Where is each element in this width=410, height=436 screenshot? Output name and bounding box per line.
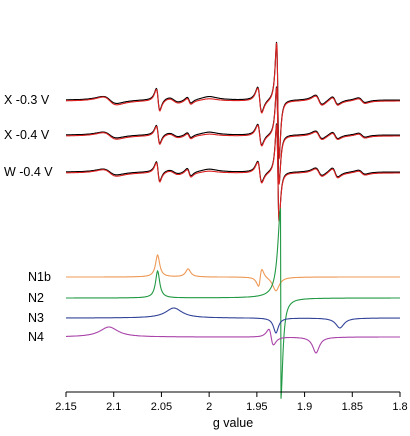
component-trace-n2	[66, 208, 400, 399]
spectrum-2	[66, 123, 400, 222]
spectrum-label: W -0.4 V	[4, 165, 53, 179]
spectrum-label: X -0.3 V	[4, 93, 50, 107]
simulation-trace	[66, 87, 400, 185]
component-label: N2	[28, 291, 44, 305]
x-tick-label: 2.15	[55, 401, 76, 413]
experimental-trace	[66, 41, 400, 159]
spectrum-1	[66, 86, 400, 185]
components-layer	[66, 208, 400, 399]
component-trace-n3	[66, 307, 400, 334]
x-axis: 2.15 2.1 2.05 2 1.95 1.9 1.85 1.8 g value	[55, 391, 408, 430]
x-tick-label: 2.1	[106, 401, 121, 413]
component-trace-n4	[66, 326, 400, 354]
experimental-trace	[66, 86, 400, 184]
spectrum-0	[66, 41, 400, 160]
spectra-layer	[66, 41, 400, 222]
experimental-trace	[66, 123, 400, 221]
component-trace-n1b	[66, 254, 400, 292]
simulation-trace	[66, 42, 400, 160]
component-label: N1b	[28, 270, 51, 284]
x-tick-label: 2	[206, 401, 212, 413]
labels-layer: X -0.3 V X -0.4 V W -0.4 V N1b N2 N3 N4	[4, 93, 53, 344]
component-label: N3	[28, 311, 44, 325]
component-label: N4	[28, 330, 44, 344]
x-tick-label: 1.85	[342, 401, 363, 413]
x-tick-label: 2.05	[151, 401, 172, 413]
x-axis-title: g value	[213, 416, 253, 430]
x-tick-label: 1.95	[246, 401, 267, 413]
x-tick-label: 1.8	[392, 401, 407, 413]
spectrum-label: X -0.4 V	[4, 128, 50, 142]
simulation-trace	[66, 124, 400, 222]
x-tick-label: 1.9	[297, 401, 312, 413]
